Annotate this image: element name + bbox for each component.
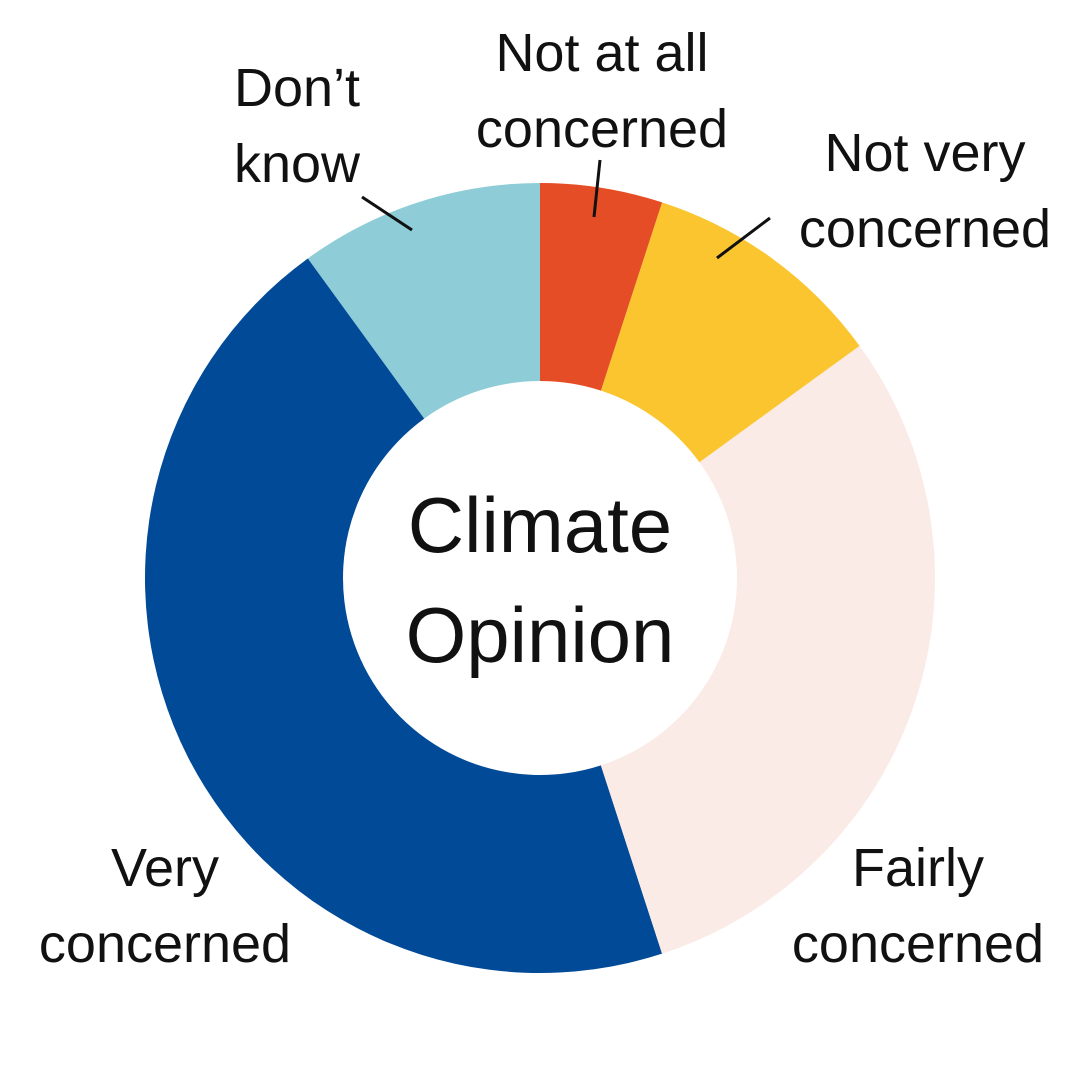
donut-slice <box>307 183 540 419</box>
slice-label: Not very concerned <box>798 123 1052 259</box>
slice-label: Don’t know <box>233 58 361 194</box>
leader-line <box>716 216 771 260</box>
slice-label: Very concerned <box>38 838 292 974</box>
donut-slice <box>600 345 935 954</box>
chart-title: Climate Opinion <box>405 481 675 679</box>
leader-line <box>361 195 413 232</box>
slice-label: Fairly concerned <box>791 838 1045 974</box>
slice-label: Not at all concerned <box>475 23 729 159</box>
leader-line <box>592 159 602 218</box>
donut-slice <box>600 202 860 463</box>
donut-slice <box>145 258 663 973</box>
donut-slice <box>540 183 663 391</box>
